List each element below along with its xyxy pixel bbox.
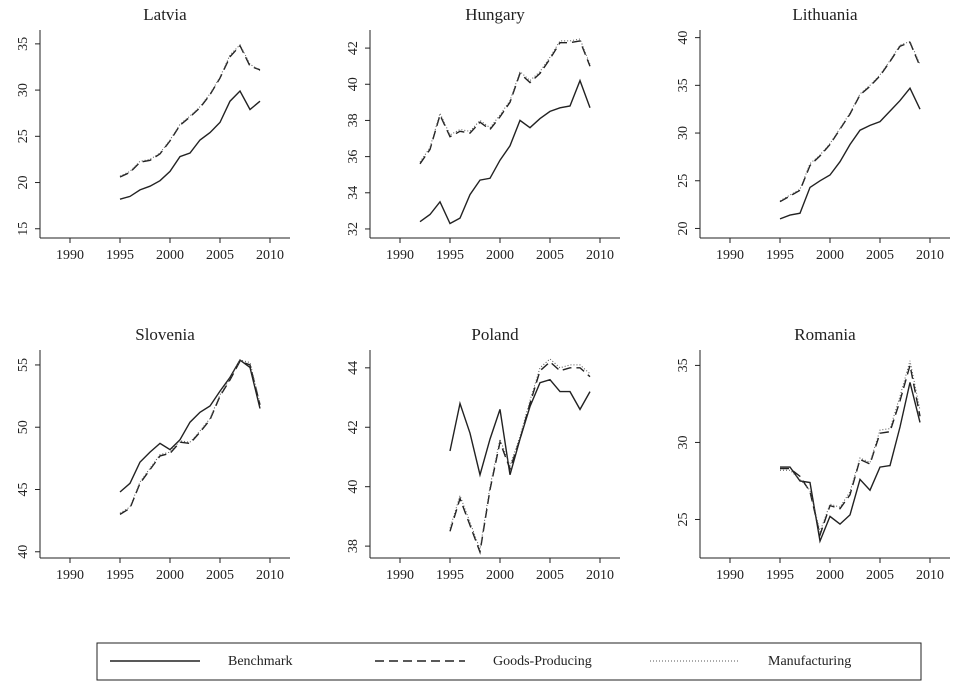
x-tick-label: 2005 [206, 248, 234, 263]
y-tick-label: 35 [16, 37, 31, 51]
x-tick-label: 1990 [386, 568, 414, 583]
x-tick-label: 2010 [916, 248, 944, 263]
x-tick-label: 1990 [716, 248, 744, 263]
panel-title: Lithuania [792, 5, 858, 24]
x-tick-label: 2005 [206, 568, 234, 583]
y-tick-label: 40 [346, 77, 361, 91]
x-tick-label: 2005 [536, 248, 564, 263]
panel-title: Romania [794, 325, 856, 344]
x-tick-label: 2010 [916, 568, 944, 583]
series-line [419, 78, 591, 225]
y-tick-label: 50 [16, 420, 31, 434]
x-tick-label: 2005 [866, 568, 894, 583]
y-tick-label: 30 [676, 435, 691, 449]
y-tick-label: 40 [16, 545, 31, 559]
legend-box [96, 642, 922, 681]
y-tick-label: 35 [676, 78, 691, 92]
y-tick-label: 32 [346, 222, 361, 236]
series-line [119, 359, 261, 514]
y-tick-label: 44 [346, 361, 361, 375]
y-tick-label: 45 [16, 482, 31, 496]
x-tick-label: 2010 [256, 248, 284, 263]
legend-label: Goods-Producing [493, 654, 592, 669]
x-tick-label: 2005 [536, 568, 564, 583]
series-line [419, 38, 591, 163]
y-tick-label: 40 [676, 31, 691, 45]
series-line [119, 360, 261, 515]
y-tick-label: 25 [16, 129, 31, 143]
x-tick-label: 1995 [766, 568, 794, 583]
y-tick-label: 34 [346, 186, 361, 200]
y-tick-label: 15 [16, 222, 31, 236]
y-tick-label: 20 [676, 221, 691, 235]
x-tick-label: 2000 [816, 568, 844, 583]
x-tick-label: 1995 [436, 248, 464, 263]
y-tick-label: 20 [16, 176, 31, 190]
series-line [780, 360, 921, 534]
series-line [779, 40, 921, 202]
y-tick-label: 42 [346, 41, 361, 55]
x-tick-label: 2000 [486, 248, 514, 263]
x-tick-label: 2005 [866, 248, 894, 263]
y-tick-label: 30 [16, 83, 31, 97]
x-tick-label: 2000 [486, 568, 514, 583]
x-tick-label: 1995 [766, 248, 794, 263]
x-tick-label: 1995 [106, 248, 134, 263]
x-tick-label: 1990 [716, 568, 744, 583]
series-line [780, 365, 921, 538]
x-tick-label: 2010 [256, 568, 284, 583]
series-line [119, 43, 261, 177]
x-tick-label: 2010 [586, 568, 614, 583]
series-line [449, 378, 591, 478]
series-line [419, 40, 591, 165]
x-tick-label: 1995 [436, 568, 464, 583]
x-tick-label: 1990 [56, 248, 84, 263]
x-tick-label: 2010 [586, 248, 614, 263]
series-line [449, 360, 591, 555]
series-line [779, 41, 921, 203]
series-line [779, 86, 921, 220]
y-tick-label: 36 [346, 150, 361, 164]
x-tick-label: 2000 [156, 568, 184, 583]
panel-title: Poland [471, 325, 519, 344]
series-line [119, 358, 261, 493]
panel-title: Latvia [143, 5, 187, 24]
series-line [449, 358, 591, 552]
y-tick-label: 42 [346, 420, 361, 434]
legend-label: Manufacturing [768, 654, 851, 669]
y-tick-label: 25 [676, 174, 691, 188]
series-line [119, 44, 261, 178]
series-line [780, 382, 921, 544]
x-tick-label: 1990 [386, 248, 414, 263]
x-tick-label: 2000 [156, 248, 184, 263]
panel-title: Hungary [465, 5, 525, 24]
x-tick-label: 2000 [816, 248, 844, 263]
y-tick-label: 25 [676, 512, 691, 526]
y-tick-label: 38 [346, 113, 361, 127]
legend-label: Benchmark [228, 654, 293, 669]
y-tick-label: 38 [346, 539, 361, 553]
y-tick-label: 35 [676, 358, 691, 372]
series-line [119, 89, 261, 200]
x-tick-label: 1990 [56, 568, 84, 583]
x-tick-label: 1995 [106, 568, 134, 583]
y-tick-label: 55 [16, 358, 31, 372]
y-tick-label: 40 [346, 480, 361, 494]
y-tick-label: 30 [676, 126, 691, 140]
panel-title: Slovenia [135, 325, 195, 344]
